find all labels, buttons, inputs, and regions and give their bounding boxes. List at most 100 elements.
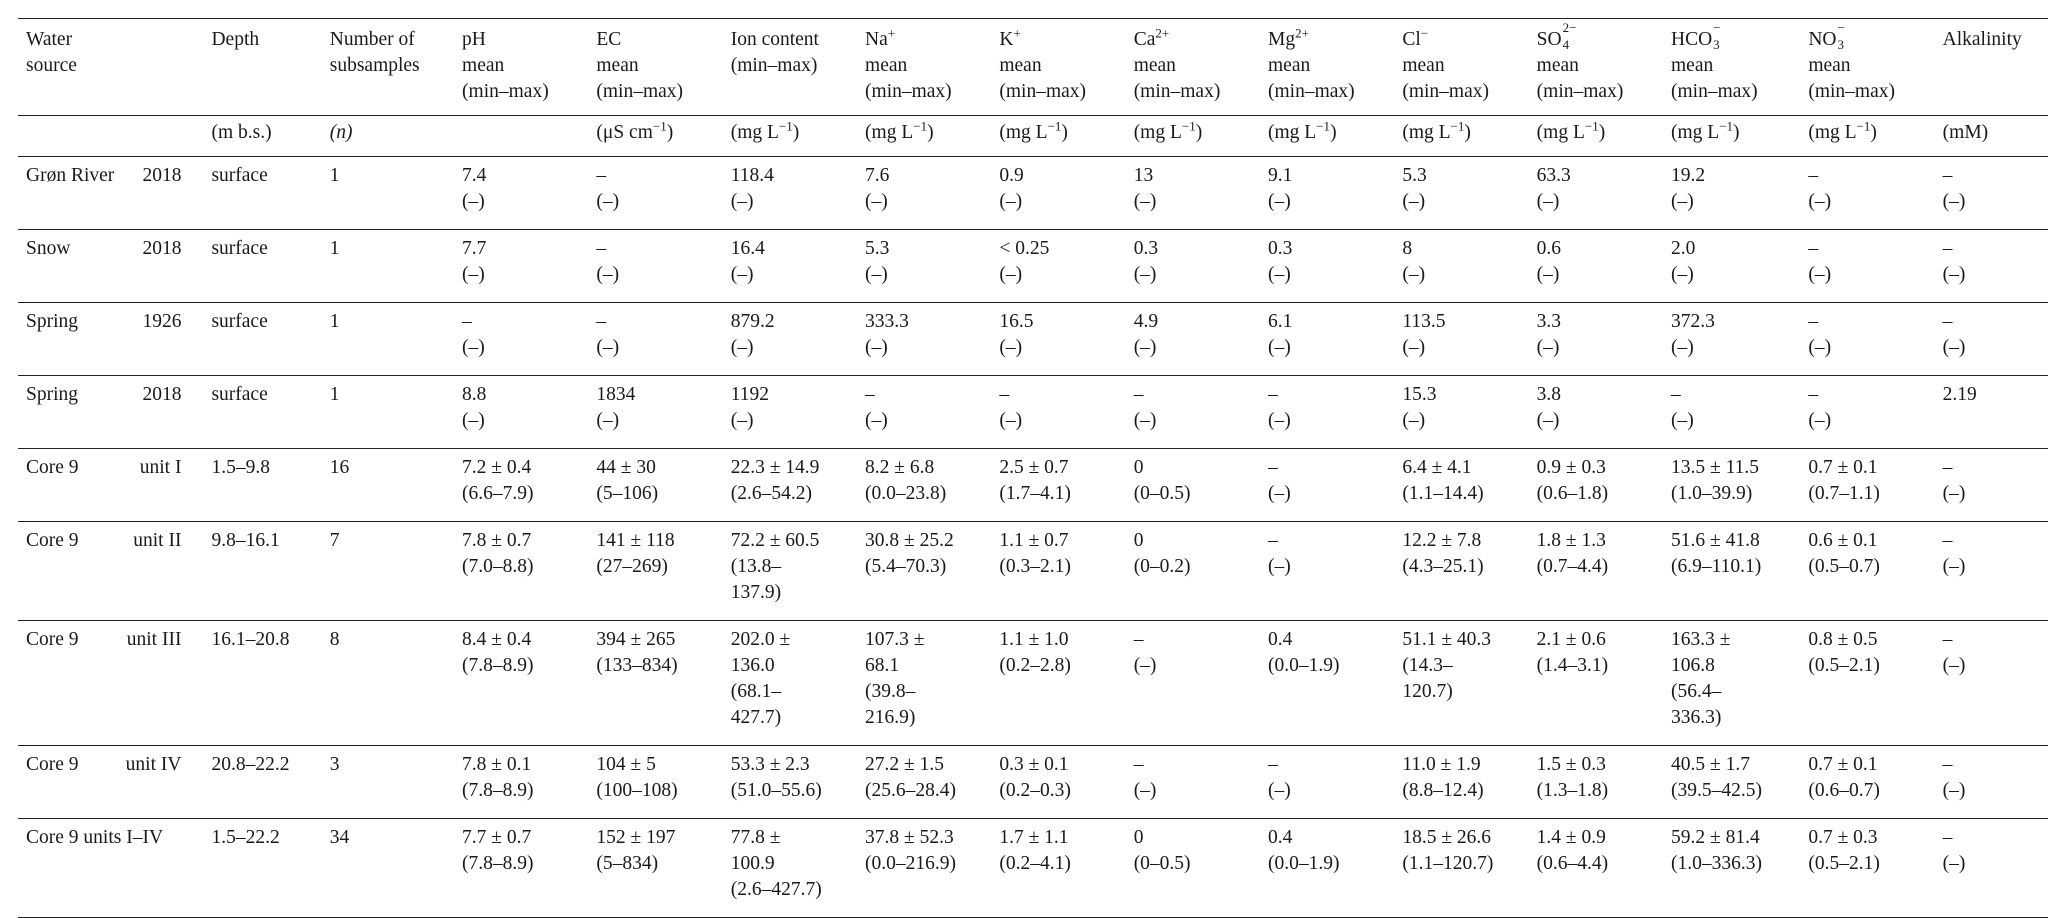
cell-cl: 8 (–) <box>1402 238 1426 285</box>
cell-cl: 11.0 ± 1.9 (8.8–12.4) <box>1402 754 1484 801</box>
cell-hco3: 19.2 (–) <box>1671 165 1706 212</box>
cell-hco3: 40.5 ± 1.7 (39.5–42.5) <box>1671 754 1762 801</box>
header-ion-content: Ion content (min–max) <box>730 29 819 76</box>
cell-no3: 0.7 ± 0.3 (0.5–2.1) <box>1808 827 1880 874</box>
cell-hco3: – (–) <box>1671 384 1694 431</box>
cell-depth: surface <box>211 165 268 186</box>
cell-ca: 13 (–) <box>1133 165 1157 212</box>
cell-hco3: 59.2 ± 81.4 (1.0–336.3) <box>1671 827 1762 874</box>
table-row: Snow 2018 surface 1 7.7 (–) – (–) 16.4 (–) 5.3 … <box>18 230 2048 303</box>
source-tag: unit II <box>133 530 182 551</box>
table-row: Core 9 unit I 1.5–9.8 16 7.2 ± 0.4 (6.6–7.9)… <box>18 449 2048 522</box>
header-row: Water source Depth Number of subsamples … <box>18 18 2048 116</box>
cell-depth: 1.5–9.8 <box>211 457 270 478</box>
cell-water-source: Grøn River 2018 <box>18 157 203 230</box>
cell-hco3: 2.0 (–) <box>1671 238 1696 285</box>
cell-mg: 0.3 (–) <box>1268 238 1293 285</box>
unit-k: (mg L−1) <box>999 118 1068 144</box>
source-name: Snow <box>26 238 71 259</box>
header-na: Na+ mean (min–max) <box>865 25 952 103</box>
header-hco3: HCO −3 mean (min–max) <box>1671 20 1758 102</box>
cell-cl: 51.1 ± 40.3 (14.3– 120.7) <box>1402 629 1492 702</box>
cell-ec: 141 ± 118 (27–269) <box>596 530 675 577</box>
source-tag: unit I <box>139 457 182 478</box>
cell-water-source: Core 9 unit II <box>18 522 203 621</box>
cell-alk: 2.19 <box>1942 384 1977 405</box>
unit-cl: (mg L−1) <box>1402 118 1471 144</box>
cell-alk: – (–) <box>1942 457 1966 504</box>
cell-ca: – (–) <box>1133 754 1157 801</box>
source-name: Core 9 units I–IV <box>26 827 164 848</box>
header-alkalinity: Alkalinity <box>1942 29 2022 50</box>
cell-so4: 3.8 (–) <box>1536 384 1562 431</box>
source-tag: 2018 <box>142 384 182 405</box>
source-name: Spring <box>26 384 79 405</box>
cell-mg: – (–) <box>1268 457 1291 504</box>
cell-ec: – (–) <box>596 311 620 358</box>
cell-ec: – (–) <box>596 165 620 212</box>
cell-na: 107.3 ± 68.1 (39.8– 216.9) <box>865 629 925 728</box>
unit-ph-empty <box>454 116 588 157</box>
header-subsamples: Number of subsamples <box>329 29 420 76</box>
cell-na: 7.6 (–) <box>865 165 890 212</box>
cell-so4: 1.4 ± 0.9 (0.6–4.4) <box>1536 827 1609 874</box>
cell-ion: 72.2 ± 60.5 (13.8– 137.9) <box>730 530 820 603</box>
cell-water-source: Core 9 unit IV <box>18 746 203 819</box>
cell-ec: 1834 (–) <box>596 384 636 431</box>
unit-depth: (m b.s.) <box>211 122 272 143</box>
cell-k: 0.3 ± 0.1 (0.2–0.3) <box>999 754 1071 801</box>
cell-ph: 7.2 ± 0.4 (6.6–7.9) <box>462 457 534 504</box>
cell-ca: – (–) <box>1133 384 1157 431</box>
cell-no3: 0.7 ± 0.1 (0.7–1.1) <box>1808 457 1880 504</box>
source-tag: 2018 <box>142 238 182 259</box>
header-water-source: Water source <box>26 29 77 76</box>
unit-subsamples: (n) <box>329 122 353 143</box>
cell-ion: 1192 (–) <box>730 384 769 431</box>
cell-depth: surface <box>211 384 268 405</box>
cell-ph: 8.8 (–) <box>462 384 487 431</box>
cell-no3: 0.8 ± 0.5 (0.5–2.1) <box>1808 629 1880 676</box>
cell-depth: 16.1–20.8 <box>211 629 290 650</box>
unit-ion: (mg L−1) <box>730 118 800 144</box>
cell-ca: 4.9 (–) <box>1133 311 1159 358</box>
table-row: Core 9 unit IV 20.8–22.2 3 7.8 ± 0.1 (7.8–8.… <box>18 746 2048 819</box>
cell-hco3: 372.3 (–) <box>1671 311 1715 358</box>
cell-ca: 0.3 (–) <box>1133 238 1159 285</box>
unit-mg: (mg L−1) <box>1268 118 1337 144</box>
source-name: Core 9 <box>26 530 79 551</box>
cell-na: 27.2 ± 1.5 (25.6–28.4) <box>865 754 957 801</box>
cell-na: 8.2 ± 6.8 (0.0–23.8) <box>865 457 947 504</box>
cell-ph: – (–) <box>462 311 485 358</box>
table-row: Core 9 unit II 9.8–16.1 7 7.8 ± 0.7 (7.0–8.8… <box>18 522 2048 621</box>
header-ph: pH mean (min–max) <box>462 29 549 102</box>
unit-na: (mg L−1) <box>865 118 934 144</box>
cell-n: 7 <box>329 530 340 551</box>
table-body: Grøn River 2018 surface 1 7.4 (–) – (–) 118.4 … <box>18 157 2048 918</box>
cell-ca: – (–) <box>1133 629 1157 676</box>
source-name: Core 9 <box>26 754 79 775</box>
table-row: Core 9 units I–IV 1.5–22.2 34 7.7 ± 0.7 (7.… <box>18 819 2048 918</box>
table-row: Core 9 unit III 16.1–20.8 8 8.4 ± 0.4 (7.8–8… <box>18 621 2048 746</box>
unit-so4: (mg L−1) <box>1536 118 1606 144</box>
water-chemistry-table: Water source Depth Number of subsamples … <box>18 18 2048 918</box>
cell-cl: 6.4 ± 4.1 (1.1–14.4) <box>1402 457 1484 504</box>
cell-na: 37.8 ± 52.3 (0.0–216.9) <box>865 827 957 874</box>
unit-ec: (μS cm−1) <box>596 118 674 144</box>
cell-water-source: Spring 1926 <box>18 303 203 376</box>
cell-so4: 0.9 ± 0.3 (0.6–1.8) <box>1536 457 1609 504</box>
table-row: Grøn River 2018 surface 1 7.4 (–) – (–) 118.4 … <box>18 157 2048 230</box>
source-name: Core 9 <box>26 457 79 478</box>
unit-alkalinity: (mM) <box>1942 122 1989 143</box>
cell-k: 1.1 ± 0.7 (0.3–2.1) <box>999 530 1071 577</box>
cell-cl: 5.3 (–) <box>1402 165 1427 212</box>
cell-no3: 0.7 ± 0.1 (0.6–0.7) <box>1808 754 1880 801</box>
cell-na: – (–) <box>865 384 888 431</box>
cell-ion: 16.4 (–) <box>730 238 765 285</box>
cell-no3: – (–) <box>1808 165 1832 212</box>
cell-ca: 0 (0–0.5) <box>1133 827 1191 874</box>
source-name: Spring <box>26 311 79 332</box>
cell-no3: – (–) <box>1808 238 1832 285</box>
cell-n: 8 <box>329 629 340 650</box>
cell-no3: 0.6 ± 0.1 (0.5–0.7) <box>1808 530 1880 577</box>
cell-n: 1 <box>329 311 340 332</box>
